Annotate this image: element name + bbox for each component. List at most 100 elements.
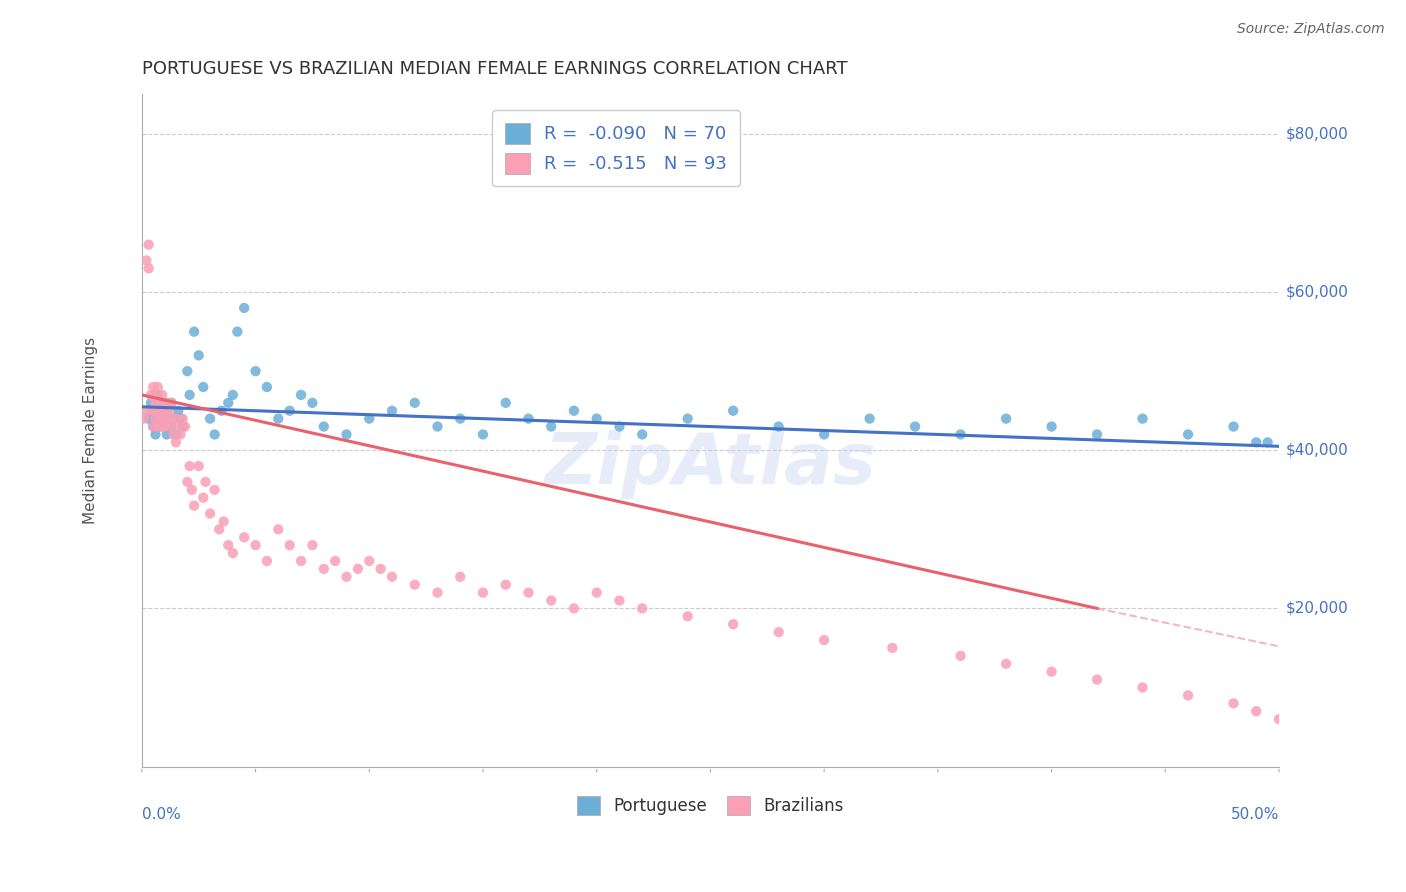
Point: [949, 648, 972, 663]
Point: [1177, 689, 1199, 703]
Point: [267, 411, 290, 425]
Text: 0.0%: 0.0%: [142, 807, 180, 822]
Point: [562, 403, 585, 417]
Point: [517, 411, 540, 425]
Point: [1040, 665, 1063, 679]
Point: [169, 427, 191, 442]
Text: 50.0%: 50.0%: [1230, 807, 1279, 822]
Point: [193, 380, 215, 394]
Point: [347, 562, 370, 576]
Point: [226, 325, 249, 339]
Point: [1313, 720, 1336, 734]
Point: [153, 411, 176, 425]
Point: [1177, 427, 1199, 442]
Point: [278, 538, 301, 552]
Point: [135, 403, 157, 417]
Text: $20,000: $20,000: [1286, 601, 1348, 615]
Legend: Portuguese, Brazilians: Portuguese, Brazilians: [569, 789, 851, 822]
Point: [142, 403, 165, 417]
Point: [165, 427, 187, 442]
Point: [176, 364, 198, 378]
Point: [290, 554, 312, 568]
Point: [146, 411, 169, 425]
Point: [609, 419, 631, 434]
Point: [426, 419, 449, 434]
Point: [245, 538, 267, 552]
Point: [217, 396, 239, 410]
Point: [153, 396, 176, 410]
Text: $60,000: $60,000: [1286, 285, 1348, 300]
Point: [146, 403, 169, 417]
Point: [449, 411, 471, 425]
Point: [187, 459, 209, 474]
Point: [149, 396, 172, 410]
Text: PORTUGUESE VS BRAZILIAN MEDIAN FEMALE EARNINGS CORRELATION CHART: PORTUGUESE VS BRAZILIAN MEDIAN FEMALE EA…: [142, 60, 848, 78]
Point: [149, 403, 172, 417]
Point: [132, 411, 155, 425]
Point: [222, 388, 245, 402]
Point: [172, 419, 194, 434]
Text: $80,000: $80,000: [1286, 127, 1348, 142]
Point: [949, 427, 972, 442]
Point: [180, 483, 202, 497]
Point: [157, 411, 180, 425]
Point: [156, 427, 179, 442]
Point: [153, 419, 176, 434]
Text: ZipAtlas: ZipAtlas: [544, 430, 876, 499]
Point: [381, 403, 404, 417]
Point: [631, 601, 654, 615]
Point: [256, 380, 278, 394]
Point: [882, 640, 904, 655]
Point: [212, 515, 235, 529]
Point: [278, 403, 301, 417]
Point: [183, 325, 205, 339]
Point: [813, 633, 835, 648]
Point: [381, 570, 404, 584]
Point: [256, 554, 278, 568]
Point: [145, 411, 167, 425]
Text: $40,000: $40,000: [1286, 442, 1348, 458]
Point: [183, 499, 205, 513]
Point: [359, 411, 381, 425]
Point: [163, 427, 186, 442]
Point: [1257, 435, 1279, 450]
Point: [153, 419, 176, 434]
Point: [495, 577, 517, 591]
Point: [585, 411, 607, 425]
Point: [165, 411, 187, 425]
Point: [145, 396, 167, 410]
Point: [1244, 704, 1267, 718]
Point: [233, 301, 256, 315]
Point: [1405, 736, 1406, 750]
Point: [323, 554, 346, 568]
Point: [904, 419, 927, 434]
Point: [142, 419, 165, 434]
Point: [1132, 681, 1154, 695]
Point: [135, 253, 157, 268]
Point: [721, 617, 744, 632]
Point: [160, 411, 183, 425]
Point: [995, 411, 1018, 425]
Point: [193, 491, 215, 505]
Point: [404, 396, 426, 410]
Point: [301, 538, 323, 552]
Point: [167, 419, 190, 434]
Point: [721, 403, 744, 417]
Point: [160, 396, 183, 410]
Point: [146, 419, 169, 434]
Point: [138, 261, 160, 276]
Point: [676, 411, 699, 425]
Point: [217, 538, 239, 552]
Point: [153, 411, 176, 425]
Point: [813, 427, 835, 442]
Point: [139, 403, 162, 417]
Point: [198, 411, 221, 425]
Point: [150, 388, 173, 402]
Point: [335, 427, 357, 442]
Point: [146, 380, 169, 394]
Point: [142, 380, 165, 394]
Point: [472, 585, 495, 599]
Point: [179, 459, 201, 474]
Point: [139, 388, 162, 402]
Point: [540, 593, 562, 607]
